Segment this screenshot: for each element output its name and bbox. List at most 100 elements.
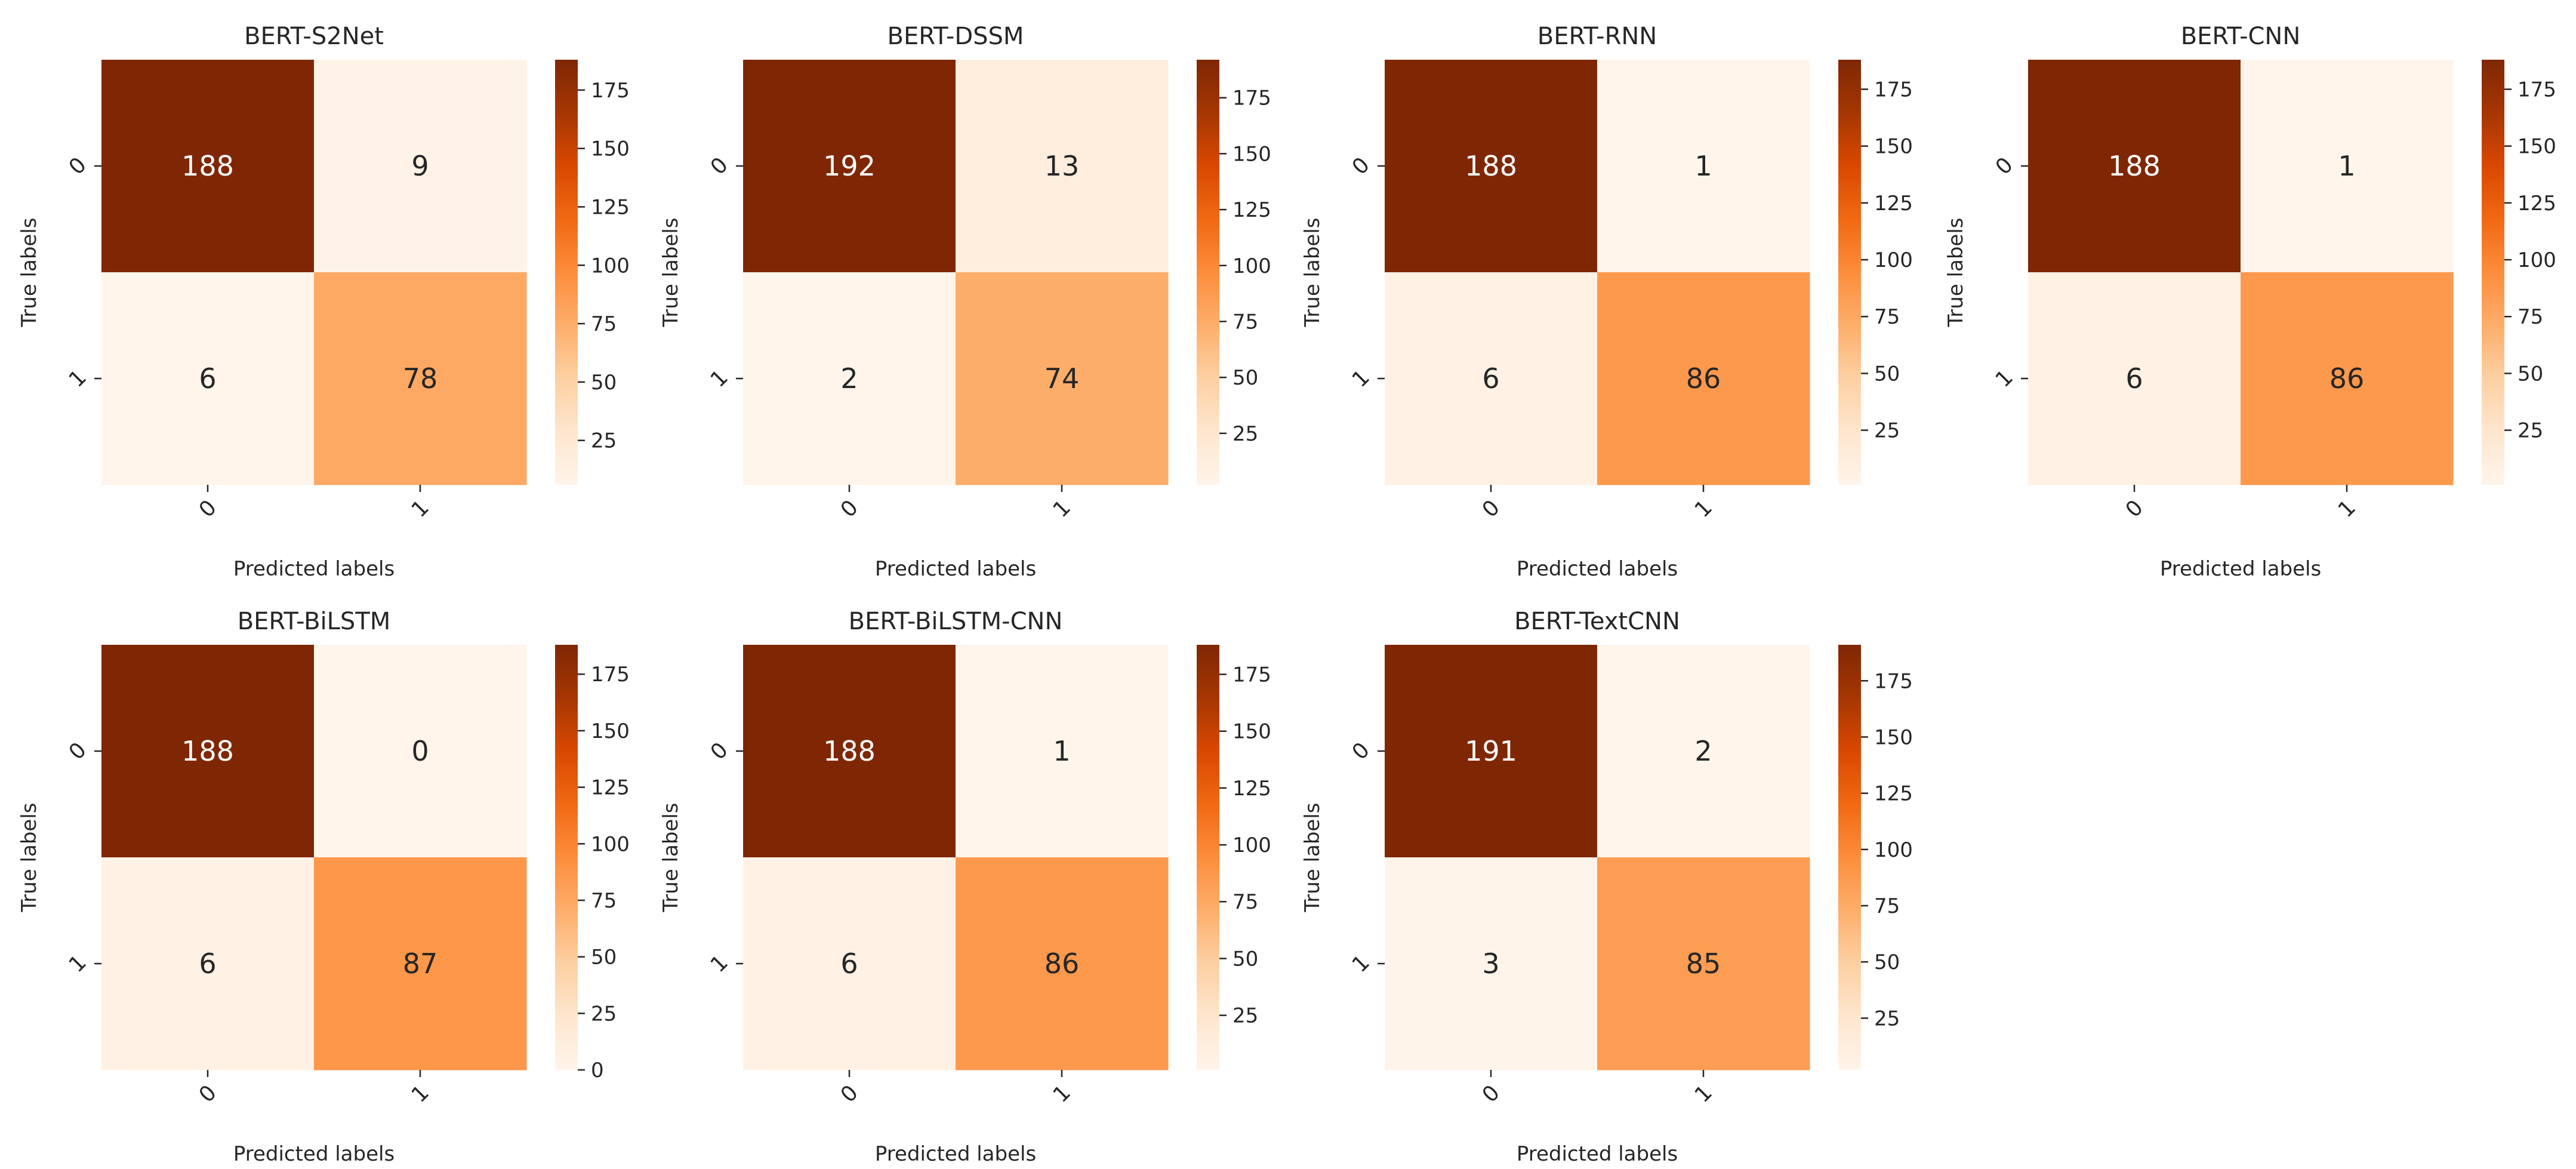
colorbar-tick-label: 50	[2518, 362, 2543, 386]
confusion-matrix-panel: BERT-CNN 188 1 6 86 0 1 0 1 Predicted labels True …	[1944, 23, 2556, 581]
cell-value-label: 3	[1482, 947, 1499, 980]
y-tick-label: 0	[1991, 153, 2018, 180]
colorbar-tick-label: 175	[1874, 78, 1913, 101]
heatmap-cell	[2028, 60, 2241, 273]
colorbar	[1197, 645, 1219, 1070]
colorbar-tick-label: 125	[1874, 782, 1913, 806]
x-axis-label: Predicted labels	[1517, 1142, 1678, 1166]
heatmap-cell	[956, 60, 1169, 273]
colorbar-tick-label: 75	[591, 889, 617, 913]
heatmap-cell	[314, 857, 527, 1070]
cell-value-label: 6	[199, 362, 216, 395]
colorbar-tick-label: 75	[1232, 310, 1258, 334]
x-tick-label: 1	[1690, 1081, 1717, 1108]
y-axis-label: True labels	[1944, 218, 1968, 328]
panel-title: BERT-S2Net	[244, 23, 384, 50]
cell-value-label: 13	[1044, 150, 1080, 182]
colorbar-tick-label: 25	[2518, 419, 2543, 443]
colorbar-tick-label: 125	[1874, 192, 1913, 216]
x-tick-label: 1	[1049, 1081, 1076, 1108]
y-tick-label: 0	[64, 153, 91, 180]
cell-value-label: 74	[1044, 362, 1080, 395]
x-tick-label: 1	[1690, 496, 1717, 522]
y-tick-label: 1	[1348, 365, 1375, 392]
x-tick-label: 1	[407, 1081, 434, 1108]
panel-title: BERT-RNN	[1537, 23, 1657, 50]
confusion-matrix-panel: BERT-RNN 188 1 6 86 0 1 0 1 Predicted labels True …	[1301, 23, 1913, 581]
cell-value-label: 2	[1694, 735, 1712, 767]
colorbar	[1838, 645, 1861, 1070]
colorbar-tick-label: 0	[591, 1059, 604, 1082]
y-axis-label: True labels	[17, 218, 41, 328]
cell-value-label: 1	[1694, 150, 1712, 182]
heatmap-cell	[956, 645, 1169, 858]
heatmap-cell	[101, 857, 315, 1070]
y-tick-label: 0	[1348, 153, 1375, 180]
colorbar-tick-label: 25	[1874, 419, 1900, 443]
cell-value-label: 6	[2125, 362, 2143, 395]
cell-value-label: 1	[1053, 735, 1070, 767]
colorbar-tick-label: 75	[1232, 890, 1258, 914]
heatmap-cell	[1385, 272, 1598, 485]
y-tick-label: 1	[64, 365, 91, 392]
colorbar-tick-label: 175	[2518, 78, 2556, 101]
colorbar-tick-label: 100	[591, 254, 630, 278]
x-tick-label: 0	[1478, 1081, 1505, 1108]
x-tick-label: 0	[2121, 496, 2148, 522]
confusion-matrix-panel: BERT-TextCNN 191 2 3 85 0 1 0 1 Predicted labels T…	[1301, 608, 1913, 1166]
cell-value-label: 1	[2338, 150, 2355, 182]
colorbar-tick-label: 175	[591, 79, 630, 103]
heatmap-cell	[956, 272, 1169, 485]
heatmap-cell	[743, 272, 956, 485]
cell-value-label: 188	[1465, 150, 1517, 182]
x-tick-label: 0	[1478, 496, 1505, 522]
y-tick-label: 1	[1348, 950, 1375, 977]
y-tick-label: 0	[706, 738, 733, 765]
x-tick-label: 1	[1049, 496, 1076, 522]
colorbar-tick-label: 50	[1232, 366, 1258, 390]
heatmap-cell	[1385, 60, 1598, 273]
cell-value-label: 188	[181, 735, 234, 767]
colorbar-tick-label: 150	[1874, 135, 1913, 159]
colorbar	[1197, 60, 1219, 485]
y-tick-label: 0	[706, 153, 733, 180]
colorbar-tick-label: 175	[1232, 87, 1271, 110]
cell-value-label: 188	[823, 735, 876, 767]
panel-title: BERT-BiLSTM-CNN	[849, 608, 1063, 635]
heatmap-cell	[1597, 857, 1810, 1070]
cell-value-label: 188	[181, 150, 234, 182]
x-tick-label: 0	[836, 1081, 863, 1108]
colorbar-tick-label: 125	[1232, 777, 1271, 801]
heatmap-cell	[101, 272, 315, 485]
panel-title: BERT-DSSM	[888, 23, 1024, 50]
y-axis-label: True labels	[659, 803, 683, 913]
x-axis-label: Predicted labels	[233, 557, 395, 581]
y-tick-label: 1	[706, 365, 733, 392]
colorbar-tick-label: 150	[1874, 725, 1913, 749]
colorbar-tick-label: 125	[591, 776, 630, 800]
cell-value-label: 9	[411, 150, 429, 182]
cell-value-label: 78	[403, 362, 438, 395]
colorbar-tick-label: 175	[1232, 663, 1271, 687]
y-axis-label: True labels	[17, 803, 41, 913]
y-axis-label: True labels	[1301, 218, 1324, 328]
heatmap-cell	[314, 60, 527, 273]
colorbar-tick-label: 125	[2518, 192, 2556, 216]
colorbar-tick-label: 25	[1874, 1007, 1900, 1030]
heatmap-cell	[101, 645, 315, 858]
colorbar-tick-label: 150	[591, 137, 630, 161]
colorbar-tick-label: 150	[591, 719, 630, 743]
cell-value-label: 87	[403, 947, 438, 980]
colorbar-tick-label: 175	[1874, 669, 1913, 693]
colorbar-tick-label: 50	[1232, 947, 1258, 971]
cell-value-label: 192	[823, 150, 876, 182]
panel-title: BERT-CNN	[2181, 23, 2301, 50]
colorbar-tick-label: 25	[1232, 1004, 1258, 1028]
y-tick-label: 1	[1991, 365, 2018, 392]
colorbar-tick-label: 50	[591, 371, 617, 395]
cell-value-label: 191	[1465, 735, 1517, 767]
colorbar-tick-label: 125	[1232, 198, 1271, 222]
colorbar-tick-label: 25	[591, 429, 617, 453]
colorbar	[2482, 60, 2504, 485]
